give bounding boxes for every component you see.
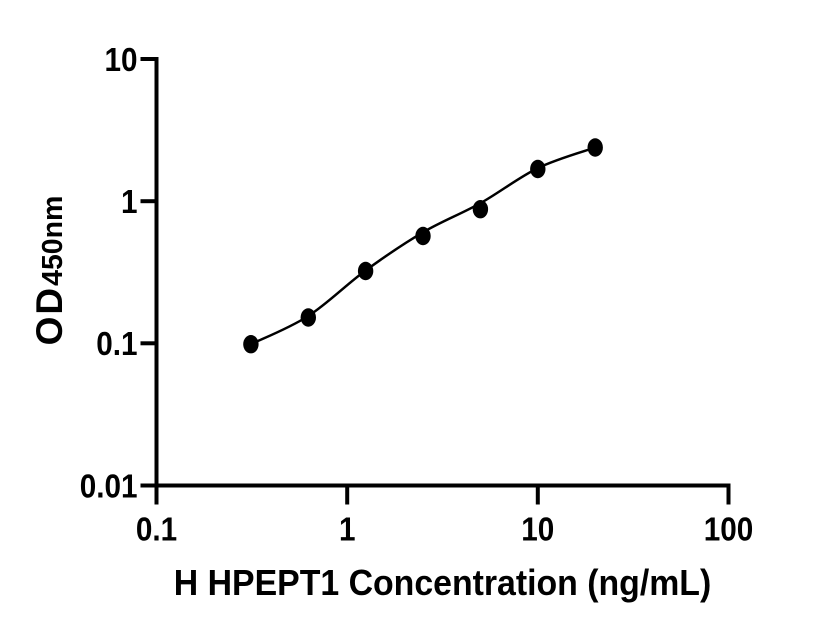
svg-text:0.1: 0.1: [136, 511, 177, 548]
svg-text:100: 100: [704, 511, 754, 548]
svg-text:0.1: 0.1: [96, 326, 137, 363]
svg-text:10: 10: [521, 511, 554, 548]
svg-text:1: 1: [121, 184, 138, 221]
svg-text:H HPEPT1 Concentration (ng/mL): H HPEPT1 Concentration (ng/mL): [174, 563, 711, 603]
svg-text:10: 10: [104, 41, 137, 78]
svg-text:0.01: 0.01: [80, 468, 138, 505]
svg-text:1: 1: [339, 511, 356, 548]
